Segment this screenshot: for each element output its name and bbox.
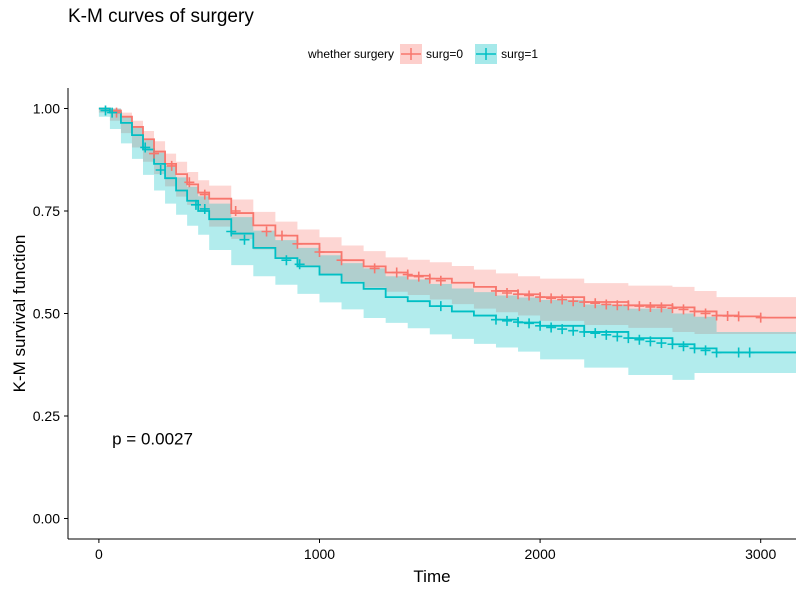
censor-mark xyxy=(424,273,435,284)
censor-mark xyxy=(190,199,201,210)
censor-mark xyxy=(634,334,645,345)
censor-mark xyxy=(689,343,700,354)
y-tick-label: 0.50 xyxy=(33,306,60,322)
censor-mark xyxy=(107,107,118,118)
confidence-band-surg0 xyxy=(98,108,797,334)
censor-mark xyxy=(601,299,612,310)
censor-mark xyxy=(755,312,766,323)
x-tick-label: 2000 xyxy=(525,546,556,562)
censor-mark xyxy=(700,345,711,356)
legend: whether surgery surg=0 surg=1 xyxy=(308,44,544,64)
x-tick-label: 0 xyxy=(95,546,103,562)
censor-mark xyxy=(579,297,590,308)
censor-mark xyxy=(281,255,292,266)
censor-mark xyxy=(413,271,424,282)
censor-mark xyxy=(623,333,634,344)
x-tick-label: 3000 xyxy=(745,546,776,562)
censor-mark xyxy=(155,165,166,175)
p-value-annotation: p = 0.0027 xyxy=(112,430,193,449)
censor-mark xyxy=(656,338,667,349)
censor-mark xyxy=(634,301,645,312)
censor-mark xyxy=(294,259,305,270)
y-tick-label: 1.00 xyxy=(33,101,60,117)
censor-mark xyxy=(579,326,590,337)
censor-mark xyxy=(711,310,722,321)
x-axis-label: Time xyxy=(413,567,450,586)
y-tick-label: 0.25 xyxy=(33,408,60,424)
censor-mark xyxy=(513,317,524,328)
censor-mark xyxy=(226,226,237,237)
censor-mark xyxy=(435,301,446,312)
censor-mark xyxy=(314,247,325,257)
censor-mark xyxy=(535,320,546,331)
censor-mark xyxy=(199,203,210,214)
x-tick-label: 1000 xyxy=(304,546,335,562)
censor-mark xyxy=(601,329,612,340)
censor-mark xyxy=(535,292,546,303)
censor-mark xyxy=(623,300,634,311)
censor-mark xyxy=(502,288,513,298)
censor-mark xyxy=(722,310,733,321)
censor-mark xyxy=(199,189,210,200)
y-tick-label: 0.00 xyxy=(33,511,60,527)
censor-mark xyxy=(711,347,722,358)
censor-mark xyxy=(667,303,678,314)
censor-mark xyxy=(689,306,700,317)
y-axis-label: K-M survival function xyxy=(10,235,29,393)
censor-marks-surg0 xyxy=(111,107,766,323)
censor-mark xyxy=(490,285,501,296)
censor-mark xyxy=(513,289,524,300)
censor-mark xyxy=(524,318,535,329)
censor-mark xyxy=(590,328,601,339)
survival-curve-surg0 xyxy=(98,107,796,319)
censor-mark xyxy=(435,275,446,286)
censor-mark xyxy=(292,238,303,249)
censor-mark xyxy=(612,300,623,311)
confidence-band-surg1 xyxy=(98,108,797,380)
censor-mark xyxy=(239,234,250,245)
censor-mark xyxy=(184,177,195,188)
censor-mark xyxy=(502,315,513,326)
censor-mark xyxy=(590,298,601,309)
censor-mark xyxy=(645,301,656,312)
censor-mark xyxy=(276,230,287,241)
censor-mark xyxy=(568,325,579,336)
censor-mark xyxy=(524,290,535,301)
censor-mark xyxy=(612,331,623,342)
legend-key-surg1 xyxy=(475,44,498,64)
y-tick-label: 0.75 xyxy=(33,203,60,219)
legend-title: whether surgery xyxy=(308,47,395,61)
chart-title: K-M curves of surgery xyxy=(68,6,254,27)
censor-marks-surg1 xyxy=(100,105,755,358)
censor-mark xyxy=(678,304,689,315)
legend-label-surg0: surg=0 xyxy=(426,47,464,61)
censor-mark xyxy=(140,142,151,153)
censor-mark xyxy=(546,293,557,304)
censor-mark xyxy=(402,269,413,280)
legend-key-surg0 xyxy=(400,44,423,64)
censor-mark xyxy=(230,206,241,216)
censor-mark xyxy=(369,263,380,274)
censor-mark xyxy=(490,314,501,325)
censor-mark xyxy=(166,160,177,171)
censor-mark xyxy=(557,294,568,305)
censor-mark xyxy=(149,148,160,159)
censor-mark xyxy=(733,311,744,322)
censor-mark xyxy=(678,341,689,352)
censor-mark xyxy=(656,302,667,313)
legend-label-surg1: surg=1 xyxy=(501,47,539,61)
censor-mark xyxy=(568,296,579,307)
censor-mark xyxy=(100,105,111,116)
censor-mark xyxy=(667,339,678,350)
censor-mark xyxy=(645,336,656,347)
censor-mark xyxy=(336,255,347,266)
censor-mark xyxy=(546,322,557,333)
censor-mark xyxy=(391,267,402,278)
censor-mark xyxy=(733,347,744,358)
censor-mark xyxy=(744,347,755,358)
censor-mark xyxy=(700,308,711,319)
censor-mark xyxy=(557,324,568,335)
censor-mark xyxy=(261,226,272,237)
